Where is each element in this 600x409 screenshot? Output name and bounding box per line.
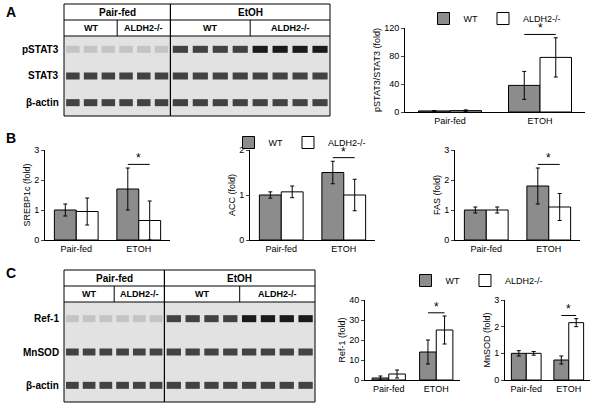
svg-text:ETOH: ETOH xyxy=(556,384,581,394)
svg-text:0: 0 xyxy=(494,375,499,385)
svg-text:SREBP1c (fold): SREBP1c (fold) xyxy=(22,163,32,226)
svg-text:WT: WT xyxy=(195,289,209,299)
svg-text:C: C xyxy=(6,265,16,281)
svg-text:1: 1 xyxy=(34,205,39,215)
svg-text:ACC (fold): ACC (fold) xyxy=(227,174,237,216)
svg-text:ALDH2-/-: ALDH2-/- xyxy=(523,14,561,24)
svg-text:Pair-fed: Pair-fed xyxy=(99,7,136,18)
svg-text:ETOH: ETOH xyxy=(528,116,553,126)
svg-text:0: 0 xyxy=(354,375,359,385)
svg-text:2: 2 xyxy=(444,175,449,185)
svg-text:ALDH2-/-: ALDH2-/- xyxy=(505,276,543,286)
svg-text:*: * xyxy=(546,151,551,165)
svg-text:WT: WT xyxy=(446,276,460,286)
svg-text:*: * xyxy=(566,302,571,316)
svg-text:WT: WT xyxy=(82,289,96,299)
svg-text:ALDH2-/-: ALDH2-/- xyxy=(271,23,310,33)
svg-text:Pair-fed: Pair-fed xyxy=(510,384,542,394)
svg-text:WT: WT xyxy=(203,23,217,33)
svg-text:FAS (fold): FAS (fold) xyxy=(432,175,442,215)
svg-text:2: 2 xyxy=(34,175,39,185)
svg-text:Pair-fed: Pair-fed xyxy=(434,116,466,126)
svg-text:WT: WT xyxy=(464,14,478,24)
svg-text:WT: WT xyxy=(84,23,98,33)
svg-text:ALDH2-/-: ALDH2-/- xyxy=(120,289,159,299)
svg-text:*: * xyxy=(341,145,346,159)
svg-text:30: 30 xyxy=(349,315,359,325)
svg-text:Pair-fed: Pair-fed xyxy=(265,244,297,254)
svg-text:STAT3: STAT3 xyxy=(28,70,59,81)
svg-text:Ref-1 (fold): Ref-1 (fold) xyxy=(337,317,347,362)
svg-text:0: 0 xyxy=(444,235,449,245)
svg-text:MnSOD (fold): MnSOD (fold) xyxy=(482,312,492,367)
svg-text:A: A xyxy=(6,4,16,20)
svg-text:WT: WT xyxy=(269,138,283,148)
svg-text:pSTAT3: pSTAT3 xyxy=(22,44,59,55)
svg-text:1: 1 xyxy=(494,348,499,358)
svg-text:Ref-1: Ref-1 xyxy=(34,313,59,324)
svg-text:Pair-fed: Pair-fed xyxy=(96,273,133,284)
svg-text:0: 0 xyxy=(34,235,39,245)
svg-text:ALDH2-/-: ALDH2-/- xyxy=(258,289,297,299)
svg-text:EtOH: EtOH xyxy=(238,7,263,18)
svg-text:1: 1 xyxy=(444,205,449,215)
svg-text:B: B xyxy=(6,130,16,146)
svg-text:Pair-fed: Pair-fed xyxy=(470,244,502,254)
svg-text:0: 0 xyxy=(239,235,244,245)
svg-text:2: 2 xyxy=(494,322,499,332)
svg-text:β-actin: β-actin xyxy=(26,380,59,391)
svg-text:40: 40 xyxy=(349,295,359,305)
svg-text:ALDH2-/-: ALDH2-/- xyxy=(328,138,366,148)
svg-text:ETOH: ETOH xyxy=(536,244,561,254)
svg-text:40: 40 xyxy=(389,79,399,89)
svg-text:*: * xyxy=(136,151,141,165)
svg-text:1: 1 xyxy=(239,190,244,200)
svg-text:Pair-fed: Pair-fed xyxy=(60,244,92,254)
svg-text:3: 3 xyxy=(34,145,39,155)
svg-text:2: 2 xyxy=(239,145,245,156)
svg-text:β-actin: β-actin xyxy=(26,97,59,108)
svg-text:*: * xyxy=(538,21,543,35)
svg-text:ETOH: ETOH xyxy=(424,384,449,394)
svg-text:10: 10 xyxy=(349,355,359,365)
svg-text:80: 80 xyxy=(389,51,399,61)
svg-text:20: 20 xyxy=(349,335,359,345)
svg-text:EtOH: EtOH xyxy=(227,273,252,284)
svg-text:Pair-fed: Pair-fed xyxy=(373,384,405,394)
svg-text:120: 120 xyxy=(384,23,399,33)
svg-text:pSTAT3/STAT3 (fold): pSTAT3/STAT3 (fold) xyxy=(372,28,382,112)
svg-text:MnSOD: MnSOD xyxy=(23,347,59,358)
svg-text:*: * xyxy=(434,300,439,314)
svg-text:ALDH2-/-: ALDH2-/- xyxy=(124,23,163,33)
svg-text:0: 0 xyxy=(394,107,399,117)
svg-text:3: 3 xyxy=(444,145,449,155)
svg-text:3: 3 xyxy=(494,295,499,305)
svg-text:ETOH: ETOH xyxy=(126,244,151,254)
svg-text:ETOH: ETOH xyxy=(331,244,356,254)
